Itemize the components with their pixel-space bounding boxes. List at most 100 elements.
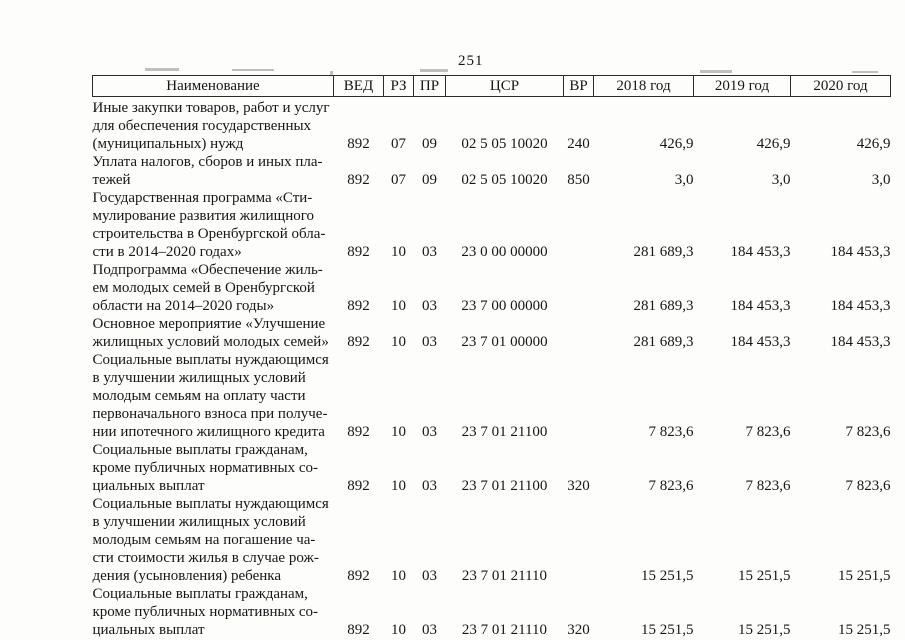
cell-name: Социальные выплаты гражданам, кроме публ… <box>92 586 319 638</box>
cell-amount-2020: 184 453,3 <box>830 244 891 260</box>
header-cell-ved: ВЕД <box>333 75 384 97</box>
header-cell-csr: ЦСР <box>445 75 564 97</box>
cell-ved: 892 <box>347 172 370 188</box>
cell-amount-2018: 3,0 <box>674 172 694 188</box>
cell-vr <box>564 315 594 351</box>
table-row: Социальные выплаты нуждающимся в улучшен… <box>93 351 891 441</box>
cell-amount-2019: 7 823,6 <box>745 478 791 494</box>
header-cell-name: Наименование <box>92 75 334 97</box>
scan-artifact <box>852 71 878 73</box>
cell-vr: 320 <box>567 478 590 494</box>
cell-pr: 03 <box>422 568 437 584</box>
header-cell-2020: 2020 год <box>790 75 891 97</box>
cell-amount-2020: 7 823,6 <box>845 424 891 440</box>
cell-amount-2018: 15 251,5 <box>641 568 694 584</box>
scan-artifact <box>420 69 448 72</box>
cell-amount-2020: 7 823,6 <box>845 478 891 494</box>
cell-amount-2019: 426,9 <box>756 136 791 152</box>
cell-name: Основное мероприятие «Улучшение жилищных… <box>92 316 329 350</box>
cell-name: Иные закупки товаров, работ и услуг для … <box>92 100 330 152</box>
cell-pr: 03 <box>422 622 437 638</box>
cell-amount-2020: 3,0 <box>871 172 891 188</box>
budget-table: Наименование ВЕД РЗ ПР ЦСР ВР 2018 год 2… <box>92 75 891 639</box>
header-cell-2019: 2019 год <box>693 75 791 97</box>
cell-rz: 10 <box>391 334 406 350</box>
page-number: 251 <box>458 53 484 69</box>
cell-rz: 10 <box>391 244 406 260</box>
cell-amount-2018: 7 823,6 <box>648 478 694 494</box>
cell-ved: 892 <box>347 334 370 350</box>
cell-vr <box>564 495 594 585</box>
table-row: Подпрограмма «Обеспечение жиль- ем молод… <box>93 261 891 315</box>
header-cell-2018: 2018 год <box>593 75 694 97</box>
scan-artifact <box>700 70 732 73</box>
cell-rz: 07 <box>391 136 406 152</box>
cell-pr: 09 <box>422 172 437 188</box>
table-row: Иные закупки товаров, работ и услуг для … <box>93 97 891 154</box>
cell-amount-2018: 7 823,6 <box>648 424 694 440</box>
cell-rz: 10 <box>391 424 406 440</box>
cell-rz: 10 <box>391 568 406 584</box>
cell-amount-2018: 426,9 <box>659 136 694 152</box>
header-cell-vr: ВР <box>563 75 594 97</box>
cell-csr: 23 7 01 21110 <box>461 622 548 638</box>
cell-ved: 892 <box>347 568 370 584</box>
cell-name: Социальные выплаты гражданам, кроме публ… <box>92 442 319 494</box>
header-cell-rz: РЗ <box>383 75 414 97</box>
cell-amount-2020: 15 251,5 <box>838 622 891 638</box>
cell-pr: 03 <box>422 298 437 314</box>
cell-csr: 23 0 00 00000 <box>461 244 548 260</box>
table-header-row: Наименование ВЕД РЗ ПР ЦСР ВР 2018 год 2… <box>92 75 891 97</box>
table-row: Основное мероприятие «Улучшение жилищных… <box>93 315 891 351</box>
cell-rz: 10 <box>391 478 406 494</box>
cell-name: Социальные выплаты нуждающимся в улучшен… <box>92 496 329 584</box>
cell-pr: 03 <box>422 478 437 494</box>
cell-amount-2018: 15 251,5 <box>641 622 694 638</box>
cell-name: Подпрограмма «Обеспечение жиль- ем молод… <box>92 262 323 314</box>
cell-name: Уплата налогов, сборов и иных пла- тежей <box>92 154 323 188</box>
cell-amount-2018: 281 689,3 <box>633 298 694 314</box>
cell-csr: 23 7 00 00000 <box>461 298 548 314</box>
cell-amount-2019: 15 251,5 <box>738 568 791 584</box>
cell-name: Государственная программа «Сти- мулирова… <box>92 190 326 260</box>
cell-vr: 850 <box>567 172 590 188</box>
cell-csr: 02 5 05 10020 <box>461 136 548 152</box>
cell-csr: 23 7 01 21110 <box>461 568 548 584</box>
cell-vr: 320 <box>567 622 590 638</box>
cell-ved: 892 <box>347 298 370 314</box>
cell-vr <box>564 189 594 261</box>
cell-amount-2020: 184 453,3 <box>830 298 891 314</box>
cell-amount-2019: 184 453,3 <box>730 334 791 350</box>
cell-amount-2019: 7 823,6 <box>745 424 791 440</box>
cell-amount-2019: 15 251,5 <box>738 622 791 638</box>
scan-artifact <box>232 69 274 71</box>
cell-amount-2019: 3,0 <box>771 172 791 188</box>
cell-vr <box>564 351 594 441</box>
cell-amount-2020: 426,9 <box>856 136 891 152</box>
cell-vr: 240 <box>567 136 590 152</box>
table-row: Социальные выплаты гражданам, кроме публ… <box>93 585 891 639</box>
table-row: Государственная программа «Сти- мулирова… <box>93 189 891 261</box>
table-row: Уплата налогов, сборов и иных пла- тежей… <box>93 153 891 189</box>
cell-pr: 03 <box>422 244 437 260</box>
header-cell-pr: ПР <box>413 75 446 97</box>
cell-name: Социальные выплаты нуждающимся в улучшен… <box>92 352 329 440</box>
cell-pr: 09 <box>422 136 437 152</box>
table-row: Социальные выплаты нуждающимся в улучшен… <box>93 495 891 585</box>
cell-rz: 10 <box>391 622 406 638</box>
cell-ved: 892 <box>347 136 370 152</box>
cell-ved: 892 <box>347 244 370 260</box>
cell-amount-2020: 15 251,5 <box>838 568 891 584</box>
cell-csr: 23 7 01 21100 <box>461 424 548 440</box>
cell-pr: 03 <box>422 424 437 440</box>
cell-ved: 892 <box>347 424 370 440</box>
cell-ved: 892 <box>347 622 370 638</box>
cell-csr: 02 5 05 10020 <box>461 172 548 188</box>
scan-artifact <box>145 68 179 71</box>
cell-amount-2018: 281 689,3 <box>633 244 694 260</box>
table-row: Социальные выплаты гражданам, кроме публ… <box>93 441 891 495</box>
cell-rz: 07 <box>391 172 406 188</box>
cell-pr: 03 <box>422 334 437 350</box>
cell-csr: 23 7 01 00000 <box>461 334 548 350</box>
